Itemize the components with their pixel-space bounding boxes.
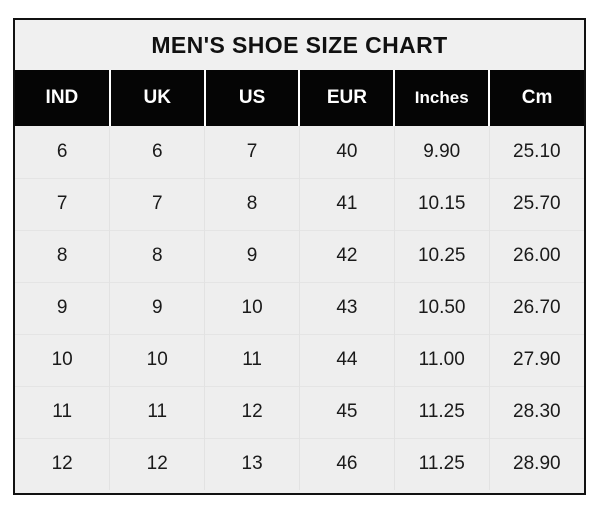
- cell-cm: 28.90: [488, 437, 584, 490]
- cell-uk: 12: [109, 437, 205, 490]
- cell-uk: 11: [109, 385, 205, 438]
- table-row: 10 10 11 44 11.00 27.90: [15, 333, 584, 386]
- cell-eur: 42: [298, 229, 395, 282]
- table-row: 8 8 9 42 10.25 26.00: [15, 229, 584, 282]
- cell-inches: 9.90: [393, 126, 490, 178]
- cell-us: 8: [204, 177, 300, 230]
- cell-eur: 43: [298, 281, 395, 334]
- cell-cm: 27.90: [488, 333, 584, 386]
- cell-ind: 7: [15, 177, 110, 230]
- cell-eur: 46: [298, 437, 395, 490]
- cell-inches: 11.00: [393, 333, 490, 386]
- cell-uk: 8: [109, 229, 205, 282]
- cell-cm: 25.70: [488, 177, 584, 230]
- column-header-eur: EUR: [298, 70, 395, 126]
- shoe-size-table: IND UK US EUR Inches Cm 6 6 7 40 9.90 25…: [15, 70, 584, 490]
- table-row: 12 12 13 46 11.25 28.90: [15, 437, 584, 490]
- table-row: 6 6 7 40 9.90 25.10: [15, 126, 584, 178]
- table-header: IND UK US EUR Inches Cm: [15, 70, 584, 126]
- table-row: 11 11 12 45 11.25 28.30: [15, 385, 584, 438]
- cell-eur: 44: [298, 333, 395, 386]
- cell-eur: 45: [298, 385, 395, 438]
- cell-inches: 11.25: [393, 385, 490, 438]
- column-header-inches: Inches: [393, 70, 490, 126]
- cell-cm: 25.10: [488, 126, 584, 178]
- cell-uk: 6: [109, 126, 205, 178]
- cell-eur: 40: [298, 126, 395, 178]
- size-chart-container: MEN'S SHOE SIZE CHART IND UK US EUR Inch…: [13, 18, 586, 495]
- cell-inches: 10.50: [393, 281, 490, 334]
- table-header-row: IND UK US EUR Inches Cm: [15, 70, 584, 126]
- cell-us: 13: [204, 437, 300, 490]
- cell-eur: 41: [298, 177, 395, 230]
- cell-us: 10: [204, 281, 300, 334]
- cell-uk: 7: [109, 177, 205, 230]
- cell-inches: 11.25: [393, 437, 490, 490]
- cell-ind: 6: [15, 126, 110, 178]
- table-row: 7 7 8 41 10.15 25.70: [15, 177, 584, 230]
- table-body: 6 6 7 40 9.90 25.10 7 7 8 41 10.15 25.70…: [15, 126, 584, 490]
- column-header-uk: UK: [108, 70, 205, 126]
- cell-ind: 8: [15, 229, 110, 282]
- cell-cm: 26.00: [488, 229, 584, 282]
- chart-title-band: MEN'S SHOE SIZE CHART: [15, 20, 584, 70]
- page-title: MEN'S SHOE SIZE CHART: [151, 31, 448, 58]
- cell-cm: 26.70: [488, 281, 584, 334]
- column-header-ind: IND: [15, 70, 110, 126]
- cell-uk: 9: [109, 281, 205, 334]
- cell-cm: 28.30: [488, 385, 584, 438]
- cell-uk: 10: [109, 333, 205, 386]
- column-header-cm: Cm: [488, 70, 584, 126]
- cell-us: 7: [204, 126, 300, 178]
- cell-ind: 9: [15, 281, 110, 334]
- column-header-us: US: [203, 70, 300, 126]
- cell-us: 9: [204, 229, 300, 282]
- cell-ind: 12: [15, 437, 110, 490]
- cell-ind: 10: [15, 333, 110, 386]
- cell-ind: 11: [15, 385, 110, 438]
- cell-us: 11: [204, 333, 300, 386]
- cell-us: 12: [204, 385, 300, 438]
- table-row: 9 9 10 43 10.50 26.70: [15, 281, 584, 334]
- cell-inches: 10.15: [393, 177, 490, 230]
- cell-inches: 10.25: [393, 229, 490, 282]
